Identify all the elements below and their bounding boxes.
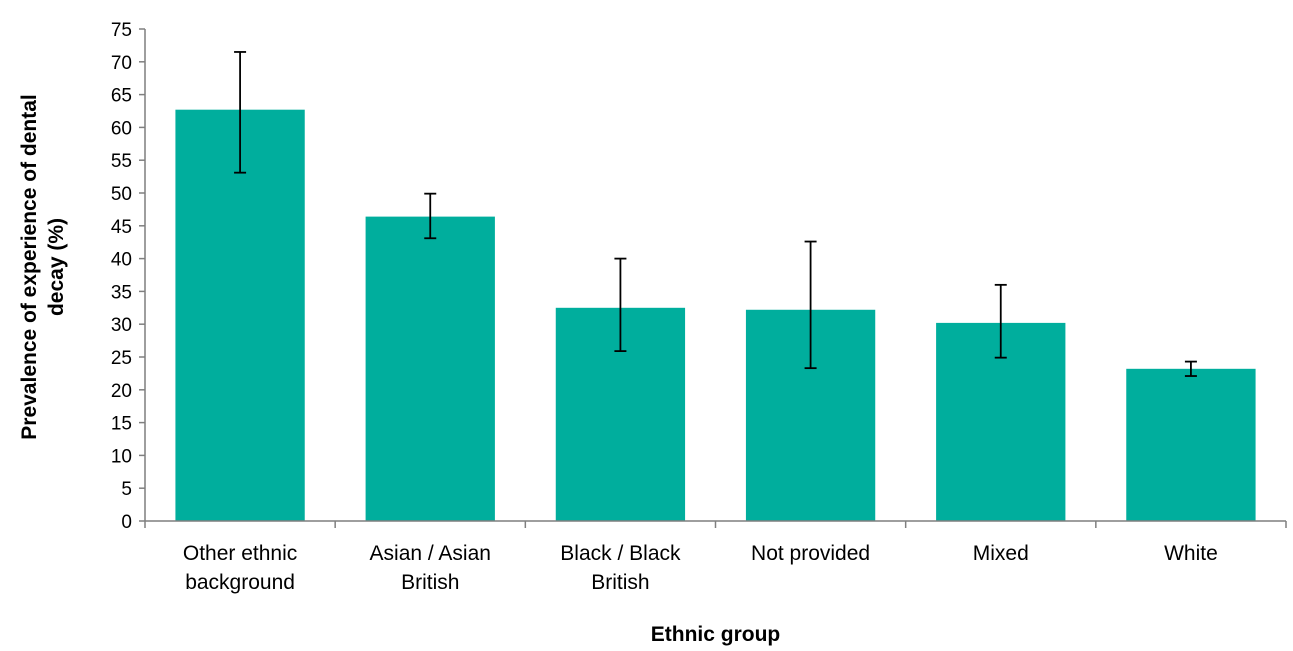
bar — [365, 216, 495, 521]
x-tick-label: Not provided — [751, 542, 870, 565]
y-tick-label: 10 — [111, 446, 132, 467]
y-tick-label: 15 — [111, 414, 132, 435]
error-bars — [234, 51, 1197, 377]
y-tick-label: 65 — [111, 86, 132, 107]
axes — [144, 29, 1287, 528]
bars — [175, 109, 1256, 522]
y-tick-label: 35 — [111, 282, 132, 303]
y-tick-label: 30 — [111, 315, 132, 336]
x-tick-label: Asian / Asian British — [370, 542, 491, 594]
y-axis-ticks: 0 5 10 15 20 25 30 35 40 45 50 55 60 65 70 75 — [111, 20, 145, 533]
x-tick-label: White — [1164, 542, 1218, 565]
y-tick-label: 25 — [111, 348, 132, 369]
y-tick-label: 70 — [111, 53, 132, 74]
y-tick-label: 75 — [111, 20, 132, 41]
x-tick-label: Mixed — [973, 542, 1029, 565]
y-tick-label: 55 — [111, 151, 132, 172]
bar — [1126, 368, 1256, 521]
y-tick-label: 45 — [111, 217, 132, 238]
x-tick-label: Black / Black British — [560, 542, 681, 594]
bar — [175, 109, 305, 522]
y-tick-label: 20 — [111, 381, 132, 402]
x-tick-label: Other ethnic background — [183, 542, 297, 594]
y-axis-title: Prevalence of experience of dental decay … — [18, 94, 68, 439]
y-tick-label: 0 — [121, 512, 132, 533]
y-tick-label: 50 — [111, 184, 132, 205]
x-axis-labels: Other ethnic background Asian / Asian Briti… — [183, 542, 1218, 594]
y-tick-label: 60 — [111, 118, 132, 139]
x-axis-title: Ethnic group — [651, 623, 781, 646]
y-tick-label: 5 — [121, 479, 132, 500]
y-tick-label: 40 — [111, 250, 132, 271]
